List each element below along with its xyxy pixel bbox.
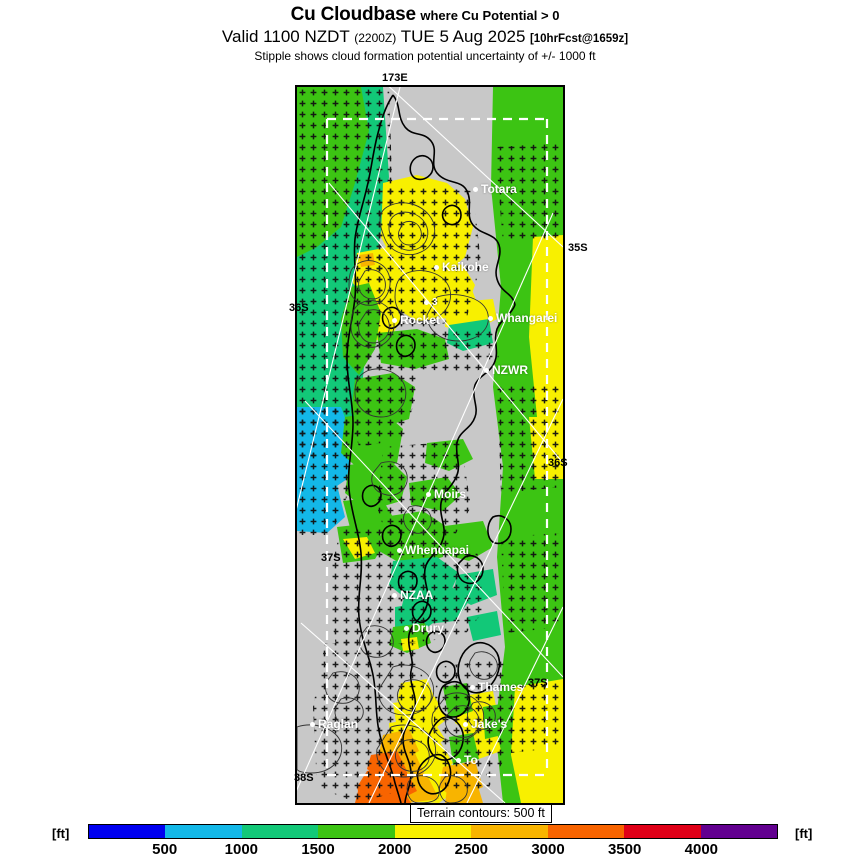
colorbar: [ft] 500 1000 1500 2000 2500 3000 3500 4000 [ft…	[0, 824, 850, 860]
colorbar-tick: 3000	[531, 841, 565, 858]
city-label: Jake's	[471, 717, 508, 731]
city-marker[interactable]: To	[456, 753, 478, 767]
title-condition: where Cu Potential > 0	[420, 8, 560, 23]
city-dot-icon	[392, 592, 397, 598]
colorbar-band	[700, 825, 777, 838]
page-header: Cu Cloudbase where Cu Potential > 0 Vali…	[0, 0, 850, 62]
colorbar-tick: 4000	[684, 841, 719, 858]
city-dot-icon	[456, 757, 461, 763]
grid-label: 36S	[289, 302, 309, 314]
colorbar-band	[165, 825, 242, 838]
city-dot-icon	[470, 684, 475, 690]
colorbar-band	[547, 825, 625, 838]
city-marker[interactable]: Whenuapai	[397, 543, 469, 557]
colorbar-unit-right: [ft]	[795, 826, 813, 841]
city-marker[interactable]: Kaikohe	[434, 260, 489, 274]
colorbar-tick-labels: 500 1000 1500 2000 2500 3000 3500 4000	[88, 841, 778, 859]
valid-time: Valid 1100 NZDT	[221, 27, 350, 46]
colorbar-tick: 3500	[607, 841, 642, 858]
city-dot-icon	[484, 367, 489, 373]
city-marker[interactable]: NZAA	[392, 588, 433, 602]
valid-time-zulu: (2200Z)	[354, 31, 397, 45]
city-marker[interactable]: Moirs	[426, 487, 466, 501]
city-label: Whangarei	[496, 311, 558, 325]
colorbar-tick: 2000	[377, 841, 412, 858]
grid-label: 38S	[294, 772, 314, 784]
city-marker[interactable]: Rocket	[392, 313, 440, 327]
city-marker[interactable]: NZWR	[484, 363, 528, 377]
city-marker[interactable]: Whangarei	[488, 311, 557, 325]
map-canvas	[297, 87, 563, 803]
city-marker[interactable]: Thames	[470, 680, 523, 694]
grid-label: 35S	[568, 242, 588, 254]
grid-label: 173E	[382, 72, 408, 84]
city-marker[interactable]: Totara	[473, 182, 517, 196]
colorbar-band	[394, 825, 472, 838]
forecast-map[interactable]	[295, 85, 565, 805]
colorbar-tick: 1500	[301, 841, 335, 858]
colorbar-band	[318, 825, 395, 838]
city-label: Totara	[481, 182, 517, 196]
page-title: Cu Cloudbase	[290, 4, 417, 25]
city-marker[interactable]: Drury	[404, 621, 444, 635]
grid-label: 37S	[321, 552, 341, 564]
city-label: Moirs	[434, 487, 467, 501]
valid-date: TUE 5 Aug 2025	[400, 27, 526, 46]
grid-label: 36S	[548, 457, 568, 469]
city-marker[interactable]: Raglan	[310, 717, 358, 731]
city-label: NZAA	[400, 588, 434, 602]
colorbar-band	[89, 825, 166, 838]
city-label: To	[464, 753, 478, 767]
city-dot-icon	[463, 721, 468, 727]
city-dot-icon	[397, 547, 402, 553]
city-label: Drury	[412, 621, 445, 635]
title-line-1: Cu Cloudbase where Cu Potential > 0	[0, 5, 850, 24]
colorbar-band	[624, 825, 701, 838]
city-marker[interactable]: Jake's	[463, 717, 507, 731]
city-label: Rocket	[400, 313, 441, 327]
city-label: Thames	[478, 680, 524, 694]
city-dot-icon	[404, 625, 409, 631]
colorbar-tick: 2500	[454, 841, 489, 858]
city-dot-icon	[310, 721, 315, 727]
city-dot-icon	[392, 317, 397, 323]
city-label: NZWR	[492, 363, 528, 377]
colorbar-swatches	[88, 824, 778, 839]
city-dot-icon	[424, 300, 429, 305]
grid-label: 37S	[528, 677, 548, 689]
colorbar-band	[241, 825, 319, 838]
city-dot-icon	[434, 264, 439, 270]
colorbar-unit-left: [ft]	[52, 826, 70, 841]
city-marker[interactable]: 3	[424, 297, 438, 308]
forecast-stamp: [10hrFcst@1659z]	[529, 33, 629, 45]
colorbar-tick: 1000	[224, 841, 259, 858]
title-line-2: Valid 1100 NZDT (2200Z) TUE 5 Aug 2025 […	[0, 28, 850, 46]
terrain-contour-caption: Terrain contours: 500 ft	[410, 804, 552, 823]
colorbar-tick: 500	[152, 841, 178, 858]
colorbar-band	[471, 825, 548, 838]
city-dot-icon	[473, 186, 478, 192]
city-label: Raglan	[318, 717, 359, 731]
city-dot-icon	[488, 315, 493, 321]
city-label: Kaikohe	[442, 260, 489, 274]
city-label: 3	[432, 297, 438, 308]
city-label: Whenuapai	[405, 543, 470, 557]
subtitle: Stipple shows cloud formation potential …	[254, 49, 596, 63]
city-dot-icon	[426, 491, 431, 497]
